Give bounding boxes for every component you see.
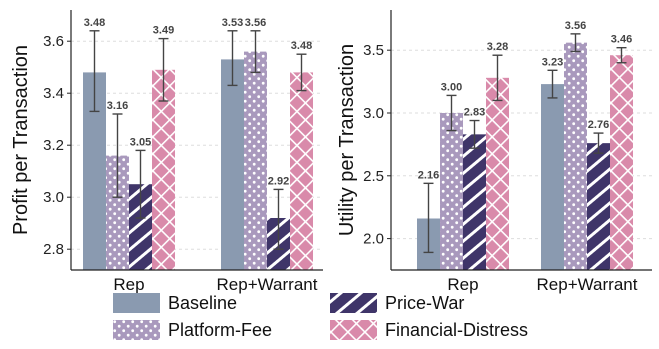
- data-label: 3.49: [153, 25, 174, 37]
- y-tick-label: 2.8: [43, 241, 64, 258]
- legend-swatch-financial-distress: [330, 320, 377, 340]
- x-tick-label: Rep: [113, 275, 144, 294]
- bar-financial-distress-rep: [486, 77, 509, 271]
- legend-swatch-price-war: [330, 293, 377, 313]
- data-label: 3.48: [84, 17, 105, 29]
- y-tick-label: 3.4: [43, 85, 64, 102]
- legend-label-baseline: Baseline: [168, 293, 237, 313]
- data-label: 3.46: [611, 34, 632, 46]
- data-label: 3.56: [565, 20, 586, 32]
- bar-price-war-rep: [129, 184, 152, 270]
- data-label: 3.48: [291, 40, 312, 52]
- legend-label-price-war: Price-War: [385, 293, 464, 313]
- y-tick-label: 3.2: [43, 137, 64, 154]
- x-tick-label: Rep: [447, 275, 478, 294]
- bar-platform-fee-rep: [440, 112, 463, 270]
- x-tick-label: Rep+Warrant: [537, 275, 638, 294]
- y-tick-label: 3.0: [363, 105, 384, 122]
- x-tick-label: Rep+Warrant: [217, 275, 318, 294]
- y-tick-label: 2.5: [363, 168, 384, 185]
- data-label: 3.53: [222, 17, 243, 29]
- bar-baseline-rep-warrant: [221, 59, 244, 271]
- data-label: 3.23: [542, 56, 563, 68]
- bar-platform-fee-rep-warrant: [564, 42, 587, 270]
- bar-platform-fee-rep: [106, 155, 129, 270]
- bar-price-war-rep-warrant: [587, 143, 610, 270]
- bar-baseline-rep-warrant: [541, 84, 564, 270]
- bar-price-war-rep: [463, 134, 486, 270]
- data-label: 2.76: [588, 119, 609, 131]
- legend-swatch-platform-fee: [113, 320, 160, 340]
- utility-chart: 2.0 2.5 3.0 3.5 2.16 3.23 3.00 3.56 2.83 2.76 3.28…: [336, 10, 652, 294]
- data-label: 3.00: [441, 81, 462, 93]
- y-axis-label: Profit per Transaction: [10, 45, 32, 235]
- data-label: 3.56: [245, 17, 266, 29]
- profit-chart: 2.8 3.0 3.2 3.4 3.6 3.48 3.53 3.16 3.56 3.05 2.92 3…: [10, 10, 323, 294]
- data-label: 2.83: [464, 107, 485, 119]
- legend: Baseline Price-War Platform-Fee Financial-D…: [113, 293, 528, 340]
- y-axis-label: Utility per Transaction: [336, 44, 358, 236]
- bar-financial-distress-rep: [152, 69, 175, 270]
- legend-label-platform-fee: Platform-Fee: [168, 320, 272, 340]
- data-label: 3.28: [487, 41, 508, 53]
- legend-label-financial-distress: Financial-Distress: [385, 320, 528, 340]
- data-label: 2.92: [268, 175, 289, 187]
- data-label: 2.16: [418, 169, 439, 181]
- data-label: 3.05: [130, 136, 151, 148]
- y-tick-label: 3.5: [363, 42, 384, 59]
- bar-financial-distress-rep-warrant: [290, 72, 313, 271]
- bar-baseline-rep: [83, 72, 106, 271]
- y-tick-label: 3.0: [43, 189, 64, 206]
- y-tick-label: 3.6: [43, 33, 64, 50]
- bar-platform-fee-rep-warrant: [244, 51, 267, 270]
- data-label: 3.16: [107, 100, 128, 112]
- legend-swatch-baseline: [113, 293, 160, 313]
- y-tick-label: 2.0: [363, 231, 384, 248]
- bar-financial-distress-rep-warrant: [610, 55, 633, 270]
